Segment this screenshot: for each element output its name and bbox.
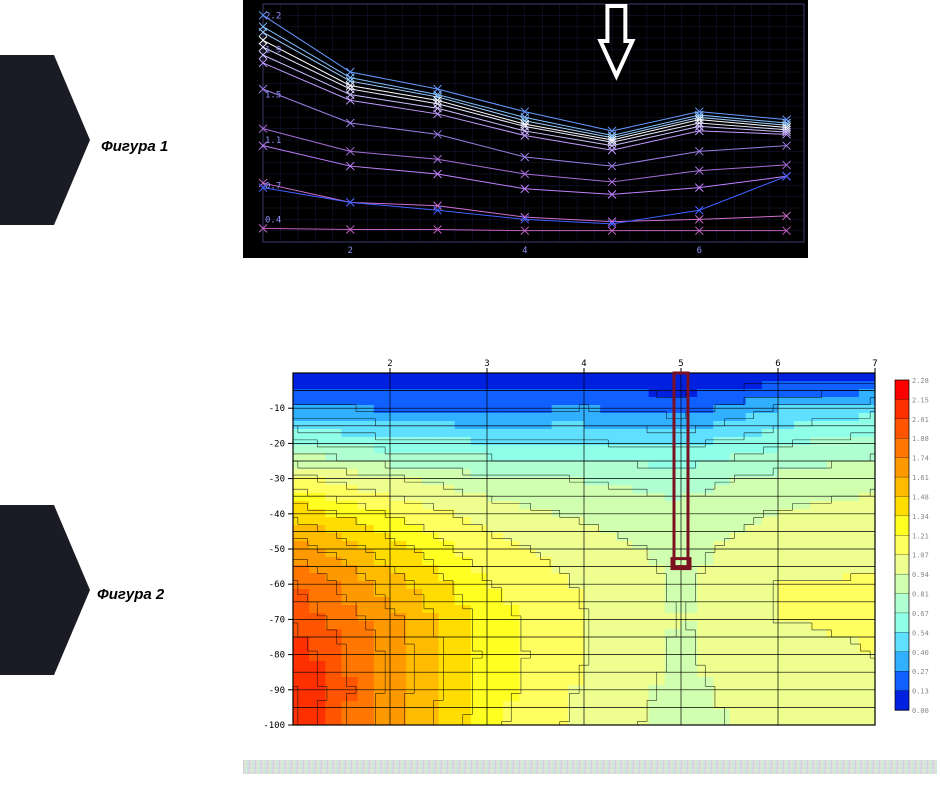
svg-text:2.28: 2.28	[912, 377, 929, 385]
svg-text:0.13: 0.13	[912, 688, 929, 696]
svg-text:1.1: 1.1	[265, 136, 281, 146]
noise-texture-strip	[243, 760, 937, 774]
svg-text:1.07: 1.07	[912, 552, 929, 560]
svg-text:-60: -60	[269, 580, 285, 590]
svg-text:0.81: 0.81	[912, 591, 929, 599]
svg-text:4: 4	[522, 246, 527, 256]
svg-text:2: 2	[387, 359, 392, 369]
svg-text:3: 3	[484, 359, 489, 369]
svg-text:2.2: 2.2	[265, 11, 281, 21]
svg-text:7: 7	[872, 359, 877, 369]
svg-text:-30: -30	[269, 475, 285, 485]
svg-text:1.9: 1.9	[265, 45, 281, 55]
svg-text:0.4: 0.4	[265, 215, 281, 225]
svg-text:-100: -100	[263, 721, 285, 731]
svg-text:6: 6	[775, 359, 780, 369]
svg-text:1.34: 1.34	[912, 513, 929, 521]
svg-text:0.40: 0.40	[912, 649, 929, 657]
contour-chart-svg: 2 3 4 5 6 7 -10 -20 -30 -40 -50 -60 -70 -80 -90 -100 2.2…	[243, 355, 939, 735]
svg-text:0.94: 0.94	[912, 571, 929, 579]
figure1-chart: 2 4 6 0.4 0.7 1.1 1.5 1.9 2.2	[243, 0, 808, 258]
svg-text:1.88: 1.88	[912, 435, 929, 443]
svg-text:2: 2	[348, 246, 353, 256]
svg-text:0.54: 0.54	[912, 629, 929, 637]
svg-text:-80: -80	[269, 651, 285, 661]
line-chart-svg: 2 4 6 0.4 0.7 1.1 1.5 1.9 2.2	[243, 0, 808, 258]
svg-text:4: 4	[581, 359, 586, 369]
svg-text:1.61: 1.61	[912, 474, 929, 482]
svg-text:2.01: 2.01	[912, 416, 929, 424]
svg-text:0.7: 0.7	[265, 181, 281, 191]
svg-text:5: 5	[678, 359, 683, 369]
hex-decoration-2	[0, 505, 90, 675]
figure2-label: Фигура 2	[97, 586, 164, 603]
svg-text:-40: -40	[269, 510, 285, 520]
figure1-label: Фигура 1	[101, 138, 168, 155]
svg-text:6: 6	[697, 246, 702, 256]
svg-text:1.21: 1.21	[912, 532, 929, 540]
svg-text:2.15: 2.15	[912, 396, 929, 404]
svg-text:-20: -20	[269, 439, 285, 449]
hex-decoration-1	[0, 55, 90, 225]
svg-text:-50: -50	[269, 545, 285, 555]
svg-text:1.74: 1.74	[912, 455, 929, 463]
svg-text:1.5: 1.5	[265, 91, 281, 101]
svg-text:-70: -70	[269, 615, 285, 625]
svg-text:0.27: 0.27	[912, 668, 929, 676]
svg-text:-10: -10	[269, 404, 285, 414]
svg-text:-90: -90	[269, 686, 285, 696]
svg-text:0.00: 0.00	[912, 707, 929, 715]
figure2-chart: 2 3 4 5 6 7 -10 -20 -30 -40 -50 -60 -70 -80 -90 -100 2.2…	[243, 355, 939, 735]
svg-text:0.67: 0.67	[912, 610, 929, 618]
svg-text:1.48: 1.48	[912, 493, 929, 501]
